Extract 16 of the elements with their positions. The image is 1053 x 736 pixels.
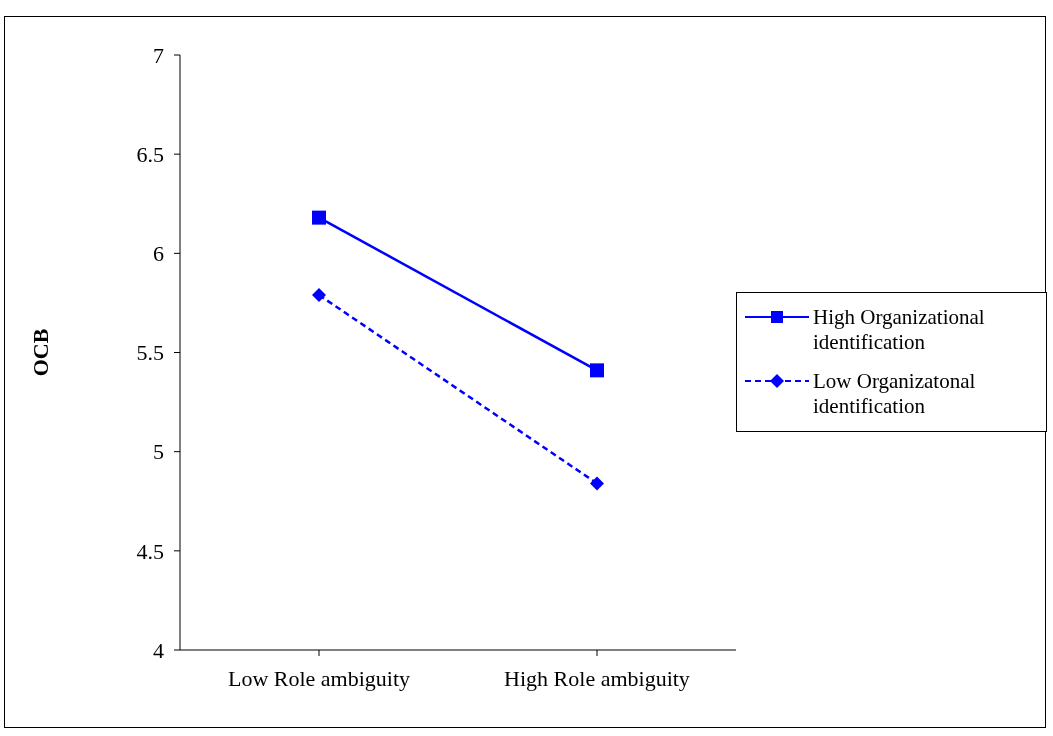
y-tick-label: 5 xyxy=(153,439,164,465)
y-tick-label: 4.5 xyxy=(136,538,164,564)
point xyxy=(312,287,326,302)
x-tick-label: Low Role ambiguity xyxy=(227,665,411,691)
y-tick-label: 4 xyxy=(153,637,164,663)
point xyxy=(590,476,604,491)
y-tick-label: 5.5 xyxy=(136,340,164,366)
y-tick-label: 6 xyxy=(153,241,164,267)
legend-label: High Organizational identification xyxy=(813,305,986,355)
y-tick-label: 7 xyxy=(153,42,164,68)
legend-label: Low Organizatonal identification xyxy=(813,369,977,419)
point xyxy=(590,363,604,378)
x-tick-label: High Role ambiguity xyxy=(504,665,690,691)
y-tick-label: 6.5 xyxy=(136,141,164,167)
y-axis-title: OCB xyxy=(27,328,53,377)
point xyxy=(312,210,326,225)
